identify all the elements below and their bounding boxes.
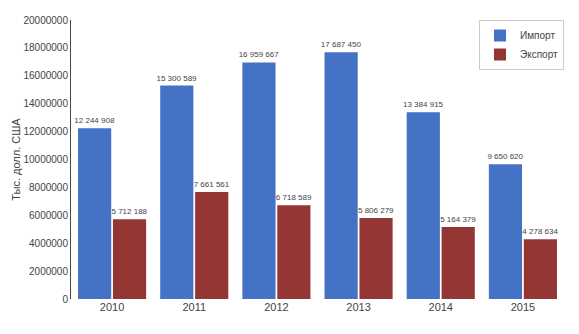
svg-text:12000000: 12000000 — [24, 126, 69, 137]
svg-text:2010: 2010 — [100, 301, 124, 313]
svg-text:9 650 620: 9 650 620 — [487, 152, 523, 161]
svg-text:4000000: 4000000 — [29, 238, 68, 249]
svg-text:13 384 915: 13 384 915 — [403, 100, 444, 109]
svg-text:2015: 2015 — [511, 301, 535, 313]
svg-text:2013: 2013 — [346, 301, 370, 313]
svg-text:20000000: 20000000 — [24, 15, 69, 26]
svg-text:0: 0 — [62, 294, 68, 305]
svg-text:2014: 2014 — [429, 301, 453, 313]
svg-text:12 244 908: 12 244 908 — [74, 116, 115, 125]
svg-text:7 661 561: 7 661 561 — [194, 180, 230, 189]
svg-text:5 806 279: 5 806 279 — [358, 206, 394, 215]
svg-text:14000000: 14000000 — [24, 98, 69, 109]
svg-text:2000000: 2000000 — [29, 266, 68, 277]
svg-text:6 718 589: 6 718 589 — [276, 193, 312, 202]
svg-text:16 959 667: 16 959 667 — [239, 50, 280, 59]
svg-text:10000000: 10000000 — [24, 154, 69, 165]
svg-text:15 300 589: 15 300 589 — [156, 74, 197, 83]
svg-text:5 712 188: 5 712 188 — [111, 207, 147, 216]
svg-text:6000000: 6000000 — [29, 210, 68, 221]
svg-text:Импорт: Импорт — [520, 30, 555, 41]
svg-text:8000000: 8000000 — [29, 182, 68, 193]
svg-text:17 687 450: 17 687 450 — [321, 40, 362, 49]
svg-text:16000000: 16000000 — [24, 70, 69, 81]
svg-text:4 278 634: 4 278 634 — [522, 227, 558, 236]
svg-text:2012: 2012 — [264, 301, 288, 313]
svg-text:Экспорт: Экспорт — [520, 49, 558, 60]
svg-text:5 164 379: 5 164 379 — [440, 215, 476, 224]
svg-text:Тыс. долл. США: Тыс. долл. США — [10, 118, 22, 201]
svg-text:18000000: 18000000 — [24, 42, 69, 53]
svg-text:2011: 2011 — [182, 301, 206, 313]
